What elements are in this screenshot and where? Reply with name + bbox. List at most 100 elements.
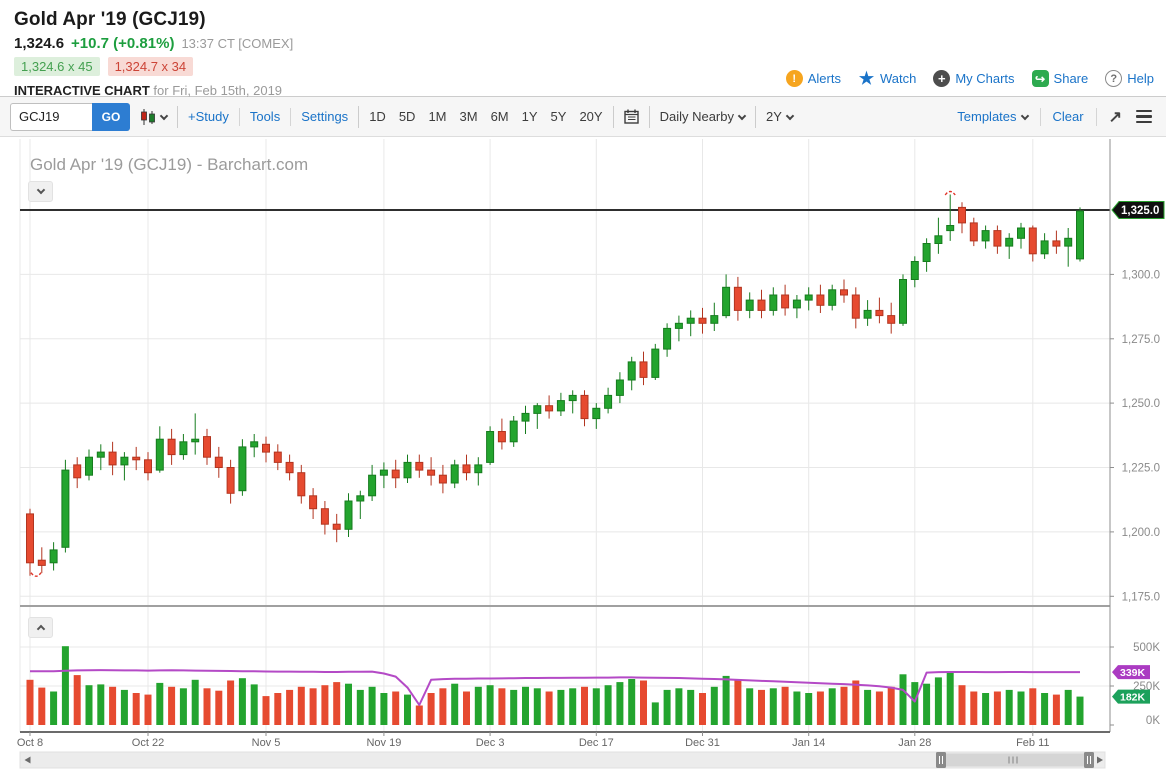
price-chart[interactable]: 1,300.0 1,275.0 1,250.0 1,225.0 1,200.0 1,175…: [0, 137, 1166, 776]
chevron-down-icon: [36, 185, 45, 195]
quote-header: Gold Apr '19 (GCJ19) 1,324.6 +10.7 (+0.8…: [0, 0, 1166, 98]
scrollbar-left-arrow[interactable]: [24, 756, 31, 764]
svg-text:0K: 0K: [1146, 715, 1160, 727]
range-dropdown[interactable]: 2Y: [766, 109, 795, 124]
clear-button[interactable]: Clear: [1052, 109, 1084, 124]
period-5d[interactable]: 5D: [398, 109, 416, 124]
price-change: +10.7 (+0.81%): [71, 35, 175, 52]
contract-high-marker: [944, 190, 956, 196]
share-link[interactable]: ↪ Share: [1031, 70, 1088, 87]
chart-background: [0, 137, 1166, 776]
calendar-button[interactable]: [623, 109, 639, 124]
period-buttons: 1D 5D 1M 3M 6M 1Y 5Y 20Y: [369, 109, 602, 124]
settings-button[interactable]: Settings: [301, 109, 349, 124]
chart-toolbar: GO +Study Tools Settings 1D 5D 1M 3M 6M …: [0, 97, 1166, 137]
chart-watermark-title: Gold Apr '19 (GCJ19) - Barchart.com: [30, 155, 308, 174]
add-study-button[interactable]: +Study: [188, 109, 229, 124]
toolbar-right-group: Templates Clear ↗: [957, 107, 1154, 127]
chevron-down-icon: [159, 111, 169, 120]
svg-text:Feb 11: Feb 11: [1016, 737, 1049, 749]
svg-text:1,325.0: 1,325.0: [1121, 205, 1159, 217]
alerts-link[interactable]: ! Alerts: [785, 70, 841, 87]
header-links: ! Alerts ★ Watch + My Charts ↪ Share ? H…: [785, 68, 1154, 88]
volume-bars: [26, 646, 1084, 725]
last-price-badge: 1,325.0: [1111, 201, 1165, 219]
svg-text:339K: 339K: [1120, 667, 1146, 679]
svg-text:182K: 182K: [1120, 691, 1146, 703]
section-heading: INTERACTIVE CHART for Fri, Feb 15th, 201…: [14, 83, 1152, 98]
svg-text:Dec 3: Dec 3: [476, 737, 505, 749]
svg-text:1,300.0: 1,300.0: [1122, 269, 1160, 281]
candlestick-icon: [140, 108, 156, 126]
open-interest-badge: 339K: [1112, 665, 1150, 680]
symbol-search: GO: [10, 102, 130, 131]
price-row: 1,324.6 +10.7 (+0.81%) 13:37 CT [COMEX]: [14, 35, 1152, 52]
svg-text:Nov 5: Nov 5: [252, 737, 281, 749]
volume-badge: 182K: [1112, 689, 1150, 704]
menu-icon[interactable]: [1134, 108, 1154, 126]
calendar-icon: [623, 109, 639, 124]
chart-scrollbar[interactable]: [19, 751, 1106, 769]
frequency-dropdown[interactable]: Daily Nearby: [660, 109, 747, 124]
scrollbar-handle[interactable]: [1084, 752, 1094, 768]
svg-text:500K: 500K: [1133, 642, 1160, 654]
svg-text:1,200.0: 1,200.0: [1122, 527, 1160, 539]
watch-link[interactable]: ★ Watch: [858, 68, 917, 88]
svg-text:Jan 28: Jan 28: [898, 737, 931, 749]
svg-text:1,250.0: 1,250.0: [1122, 398, 1160, 410]
scrollbar-right-arrow[interactable]: [1097, 756, 1103, 764]
collapse-volume-pane-button[interactable]: [28, 617, 53, 638]
contract-low-marker: [30, 572, 42, 577]
svg-text:Dec 31: Dec 31: [685, 737, 720, 749]
alert-icon: !: [785, 70, 803, 87]
my-charts-link[interactable]: + My Charts: [933, 70, 1015, 87]
divider: [612, 105, 614, 128]
period-1y[interactable]: 1Y: [521, 109, 538, 124]
go-button[interactable]: GO: [92, 102, 130, 131]
templates-dropdown[interactable]: Templates: [957, 109, 1029, 124]
period-1d[interactable]: 1D: [369, 109, 386, 124]
tools-button[interactable]: Tools: [249, 109, 281, 124]
share-icon: ↪: [1031, 70, 1049, 87]
ask-badge: 1,324.7 x 34: [107, 57, 194, 76]
period-1m[interactable]: 1M: [428, 109, 447, 124]
divider: [648, 105, 650, 128]
period-20y[interactable]: 20Y: [579, 109, 603, 124]
svg-text:1,275.0: 1,275.0: [1122, 334, 1160, 346]
chart-type-dropdown[interactable]: [140, 108, 169, 126]
candles: [26, 194, 1084, 576]
period-3m[interactable]: 3M: [459, 109, 478, 124]
chevron-down-icon: [737, 111, 747, 120]
svg-text:1,175.0: 1,175.0: [1122, 591, 1160, 603]
collapse-main-pane-button[interactable]: [28, 181, 53, 202]
chevron-up-icon: [36, 624, 45, 634]
section-date: for Fri, Feb 15th, 2019: [153, 83, 283, 98]
open-interest-line: [29, 669, 1080, 706]
divider: [238, 107, 240, 126]
price-gridlines: [20, 273, 1110, 597]
chevron-down-icon: [1020, 111, 1029, 120]
divider: [290, 107, 292, 126]
page-title: Gold Apr '19 (GCJ19): [14, 9, 206, 30]
last-price: 1,324.6: [14, 35, 65, 52]
date-axis-labels: Oct 8 Oct 22 Nov 5 Nov 19 Dec 3 Dec 17 Dec 31 J…: [17, 732, 1050, 749]
divider: [1039, 107, 1041, 126]
svg-text:Dec 17: Dec 17: [579, 737, 614, 749]
popout-arrow-icon[interactable]: ↗: [1108, 108, 1122, 126]
svg-text:Jan 14: Jan 14: [792, 737, 825, 749]
scrollbar-grip-icon: [1008, 756, 1018, 764]
section-title: INTERACTIVE CHART: [14, 83, 150, 98]
svg-text:Nov 19: Nov 19: [366, 737, 401, 749]
period-5y[interactable]: 5Y: [550, 109, 567, 124]
scrollbar-handle[interactable]: [936, 752, 946, 768]
plus-circle-icon: +: [933, 70, 951, 87]
divider: [177, 105, 178, 128]
period-6m[interactable]: 6M: [490, 109, 509, 124]
help-link[interactable]: ? Help: [1105, 70, 1154, 87]
svg-text:1,225.0: 1,225.0: [1122, 463, 1160, 475]
price-axis-labels: 1,300.0 1,275.0 1,250.0 1,225.0 1,200.0 1,175…: [1110, 269, 1160, 603]
symbol-input[interactable]: [10, 102, 92, 131]
scrollbar-track[interactable]: [19, 751, 1106, 769]
help-icon: ?: [1105, 70, 1123, 87]
star-icon: ★: [858, 68, 875, 88]
